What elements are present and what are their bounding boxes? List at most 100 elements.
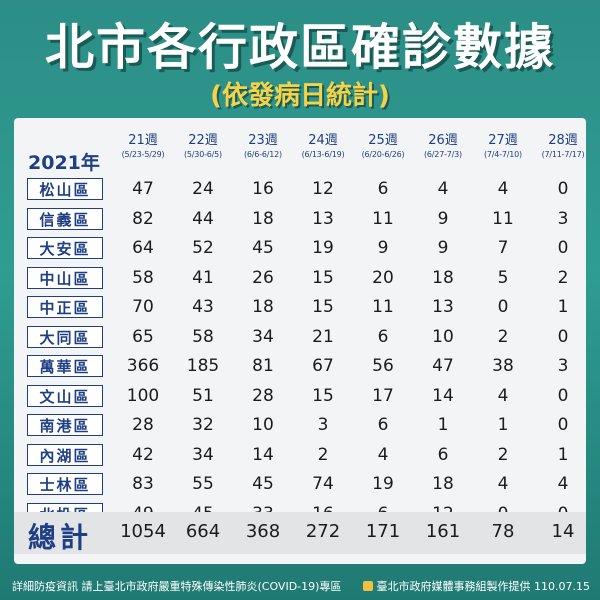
total-cell: 1054 (120, 521, 166, 542)
case-count-cell: 15 (312, 297, 334, 317)
week-label: 25週 (368, 133, 398, 148)
case-count-cell: 4 (377, 444, 389, 465)
district-name: 萬華區 (27, 355, 103, 377)
case-count-cell: 0 (557, 179, 569, 199)
district-name: 文山區 (27, 384, 103, 407)
total-cell: 368 (245, 521, 281, 542)
case-count-cell: 55 (192, 474, 214, 494)
footer-credit-text: 臺北市政府媒體事務組製作提供 110.07.15 (376, 580, 590, 593)
case-count-cell: 18 (252, 208, 274, 229)
district-name: 大同區 (27, 325, 103, 348)
case-count-cell: 45 (252, 238, 274, 258)
district-name: 中山區 (27, 266, 103, 289)
total-cell: 161 (425, 521, 461, 542)
case-count-cell: 18 (432, 474, 454, 494)
week-range: (5/30-6/5) (184, 150, 222, 159)
case-count-cell: 6 (377, 415, 389, 435)
table-row: 大安區 64 52 45 19 9 9 7 0 (14, 235, 586, 261)
district-name: 南港區 (27, 414, 103, 436)
case-count-cell: 4 (437, 179, 449, 199)
week-range: (6/27-7/3) (424, 150, 462, 159)
week-range: (6/6-6/12) (244, 150, 282, 159)
table-row: 信義區 82 44 18 13 11 9 11 3 (14, 206, 586, 232)
table-row: 中山區 58 41 26 15 20 18 5 2 (14, 265, 586, 291)
district-name: 士林區 (27, 473, 103, 495)
case-count-cell: 34 (252, 326, 274, 347)
week-label: 22週 (188, 133, 218, 148)
total-cell: 171 (365, 521, 401, 542)
case-count-cell: 1 (437, 415, 449, 435)
week-range: (6/20-6/26) (361, 150, 405, 159)
case-count-cell: 6 (377, 179, 389, 199)
case-count-cell: 82 (132, 208, 154, 229)
total-cell: 272 (305, 521, 341, 542)
case-count-cell: 1 (557, 444, 569, 465)
case-count-cell: 366 (126, 356, 160, 376)
district-name: 大安區 (27, 237, 103, 259)
table-row: 松山區 47 24 16 12 6 4 4 0 (14, 176, 586, 202)
case-count-cell: 1 (557, 297, 569, 317)
case-count-cell: 20 (372, 267, 394, 288)
case-count-cell: 6 (437, 444, 449, 465)
page-subtitle: (依發病日統計) (210, 81, 390, 111)
week-header: 25週 (6/20-6/26) (352, 134, 414, 159)
footer-note: 詳細防疫資訊 請上臺北市政府嚴重特殊傳染性肺炎(COVID-19)專區 (12, 580, 342, 593)
case-count-cell: 18 (432, 267, 454, 288)
case-count-cell: 28 (252, 385, 274, 406)
case-count-cell: 12 (312, 179, 334, 199)
table-row: 南港區 28 32 10 3 6 1 1 0 (14, 412, 586, 438)
case-count-cell: 56 (372, 356, 394, 376)
case-count-cell: 24 (192, 179, 214, 199)
case-count-cell: 44 (192, 208, 214, 229)
week-label: 23週 (248, 133, 278, 148)
week-header: 28週 (7/11-7/17) (532, 134, 594, 159)
week-header: 21週 (5/23-5/29) (112, 134, 174, 159)
case-count-cell: 4 (557, 474, 569, 494)
case-count-cell: 81 (252, 356, 274, 376)
table-row: 士林區 83 55 45 74 19 18 4 4 (14, 471, 586, 497)
case-count-cell: 3 (317, 415, 329, 435)
case-count-cell: 6 (377, 326, 389, 347)
case-count-cell: 2 (497, 444, 509, 465)
case-count-cell: 0 (557, 415, 569, 435)
case-count-cell: 0 (557, 385, 569, 406)
district-name: 內湖區 (27, 443, 103, 466)
case-count-cell: 52 (192, 238, 214, 258)
data-table: 2021年 21週 (5/23-5/29) 22週 (5/30-6/5) 23週 (6/6… (14, 118, 586, 564)
case-count-cell: 67 (312, 356, 334, 376)
case-count-cell: 65 (132, 326, 154, 347)
case-count-cell: 2 (497, 326, 509, 347)
case-count-cell: 16 (252, 179, 274, 199)
case-count-cell: 11 (492, 208, 514, 229)
case-count-cell: 83 (132, 474, 154, 494)
table-row: 萬華區 366 185 81 67 56 47 38 3 (14, 353, 586, 379)
case-count-cell: 43 (192, 297, 214, 317)
case-count-cell: 26 (252, 267, 274, 288)
total-cell: 664 (185, 521, 221, 542)
week-header: 24週 (6/13-6/19) (292, 134, 354, 159)
case-count-cell: 41 (192, 267, 214, 288)
case-count-cell: 14 (432, 385, 454, 406)
case-count-cell: 1 (497, 415, 509, 435)
case-count-cell: 7 (497, 238, 509, 258)
case-count-cell: 9 (377, 238, 389, 258)
case-count-cell: 17 (372, 385, 394, 406)
case-count-cell: 0 (497, 297, 509, 317)
case-count-cell: 9 (437, 208, 449, 229)
table-row: 內湖區 42 34 14 2 4 6 2 1 (14, 442, 586, 468)
week-label: 24週 (308, 133, 338, 148)
case-count-cell: 4 (497, 474, 509, 494)
case-count-cell: 58 (132, 267, 154, 288)
case-count-cell: 14 (252, 444, 274, 465)
week-label: 27週 (488, 133, 518, 148)
week-range: (6/13-6/19) (301, 150, 345, 159)
year-label: 2021年 (28, 152, 100, 174)
case-count-cell: 38 (492, 356, 514, 376)
case-count-cell: 18 (252, 297, 274, 317)
case-count-cell: 3 (557, 356, 569, 376)
case-count-cell: 9 (437, 238, 449, 258)
case-count-cell: 0 (557, 326, 569, 347)
week-header: 27週 (7/4-7/10) (472, 134, 534, 159)
case-count-cell: 51 (192, 385, 214, 406)
week-label: 26週 (428, 133, 458, 148)
